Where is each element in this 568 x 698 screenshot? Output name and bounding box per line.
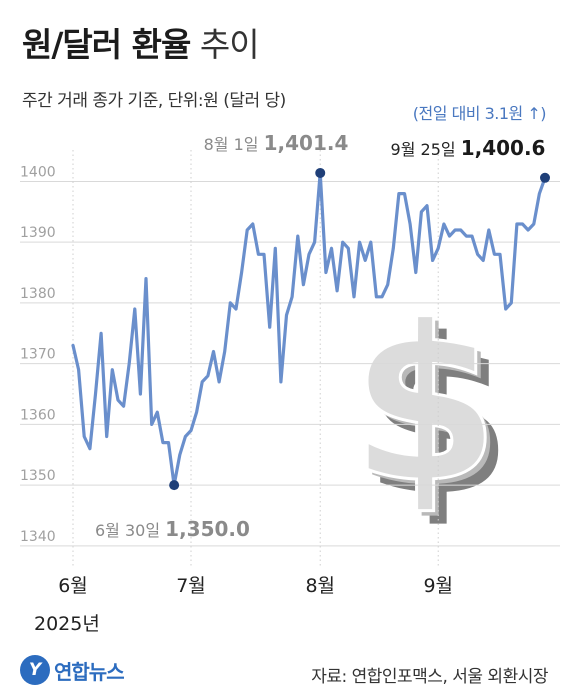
data-source: 자료: 연합인포맥스, 서울 외환시장 (311, 667, 548, 687)
y-tick-label: 1360 (20, 407, 56, 423)
x-tick-label: 6월 (58, 575, 88, 597)
chart-subtitle: 주간 거래 종가 기준, 단위:원 (달러 당) (22, 91, 286, 111)
series-line (71, 171, 547, 487)
y-tick-label: 1370 (20, 347, 56, 363)
title-main: 원/달러 환율 (22, 25, 191, 64)
data-point-marker (540, 172, 550, 183)
dollar-sign-icon: $ $ $ (349, 278, 513, 544)
delta-note: (전일 대비 3.1원 ↑) (412, 104, 547, 123)
yonhap-logo: Y 연합뉴스 (20, 655, 125, 685)
data-point-marker (315, 167, 326, 178)
title-trend: 추이 (199, 25, 260, 64)
x-tick-label: 7월 (176, 575, 206, 597)
y-tick-label: 1390 (20, 225, 56, 241)
logo-text: 연합뉴스 (54, 659, 125, 684)
svg-text:$: $ (350, 279, 500, 530)
y-tick-label: 1350 (20, 468, 56, 484)
y-tick-label: 1340 (20, 529, 56, 545)
x-tick-label: 8월 (305, 575, 335, 597)
data-label: 8월 1일 1,401.4 (204, 131, 349, 155)
data-label: 9월 25일 1,400.6 (391, 136, 546, 160)
data-label: 6월 30일 1,350.0 (95, 517, 250, 541)
year-label: 2025년 (34, 613, 100, 635)
chart-title: 원/달러 환율 추이 (22, 18, 260, 66)
line-chart: $ $ $ 1340 1350 1360 1370 1380 1390 1400 6월 7월 8… (20, 131, 560, 635)
x-tick-label: 9월 (423, 575, 453, 597)
y-tick-label: 1400 (20, 164, 56, 180)
svg-text:$: $ (355, 284, 505, 535)
data-point-marker (169, 480, 180, 491)
logo-mark-icon: Y (20, 655, 50, 685)
y-tick-label: 1380 (20, 286, 56, 302)
